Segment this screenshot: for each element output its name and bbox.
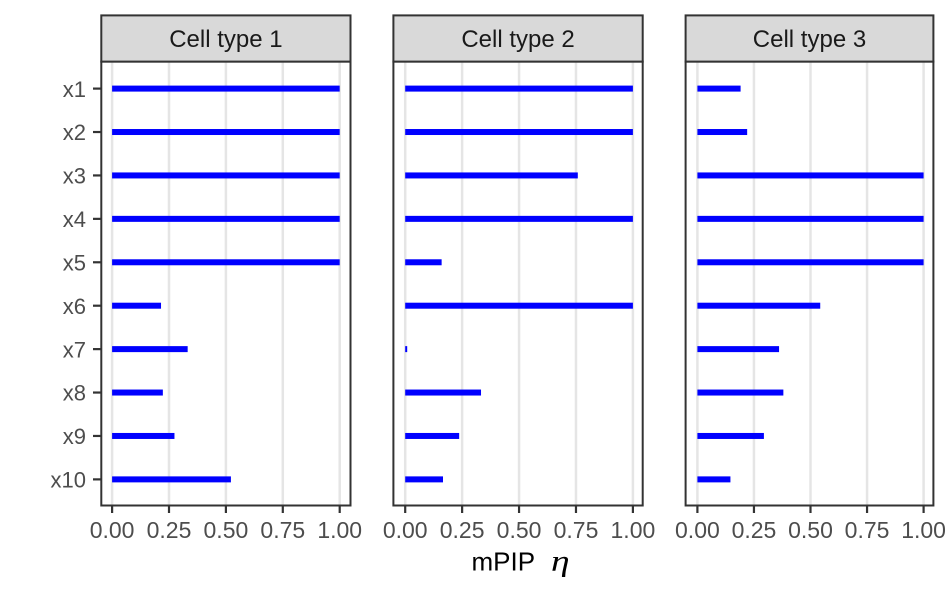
- svg-text:0.75: 0.75: [554, 517, 599, 543]
- svg-text:0.00: 0.00: [675, 517, 720, 543]
- svg-text:1.00: 1.00: [317, 517, 362, 543]
- svg-text:0.50: 0.50: [204, 517, 249, 543]
- svg-text:0.75: 0.75: [260, 517, 305, 543]
- svg-text:1.00: 1.00: [611, 517, 656, 543]
- svg-text:Cell type 2: Cell type 2: [461, 26, 574, 53]
- svg-text:x2: x2: [63, 120, 86, 145]
- svg-text:x7: x7: [63, 337, 86, 362]
- svg-text:0.25: 0.25: [147, 517, 192, 543]
- svg-text:x3: x3: [63, 164, 86, 189]
- svg-text:x10: x10: [51, 468, 86, 493]
- svg-text:x8: x8: [63, 381, 86, 406]
- svg-text:x9: x9: [63, 424, 86, 449]
- svg-text:0.75: 0.75: [845, 517, 890, 543]
- svg-text:Cell type 3: Cell type 3: [753, 26, 866, 53]
- svg-text:0.25: 0.25: [732, 517, 777, 543]
- svg-text:x5: x5: [63, 250, 86, 275]
- svg-text:η: η: [551, 545, 570, 578]
- svg-text:1.00: 1.00: [901, 517, 946, 543]
- svg-text:Cell type 1: Cell type 1: [169, 26, 282, 53]
- svg-text:mPIP: mPIP: [472, 547, 536, 577]
- svg-text:0.00: 0.00: [383, 517, 428, 543]
- svg-text:x1: x1: [63, 77, 86, 102]
- svg-text:0.50: 0.50: [788, 517, 833, 543]
- svg-text:0.25: 0.25: [440, 517, 485, 543]
- svg-text:x6: x6: [63, 294, 86, 319]
- svg-text:0.00: 0.00: [90, 517, 135, 543]
- svg-text:0.50: 0.50: [497, 517, 542, 543]
- svg-text:x4: x4: [63, 207, 86, 232]
